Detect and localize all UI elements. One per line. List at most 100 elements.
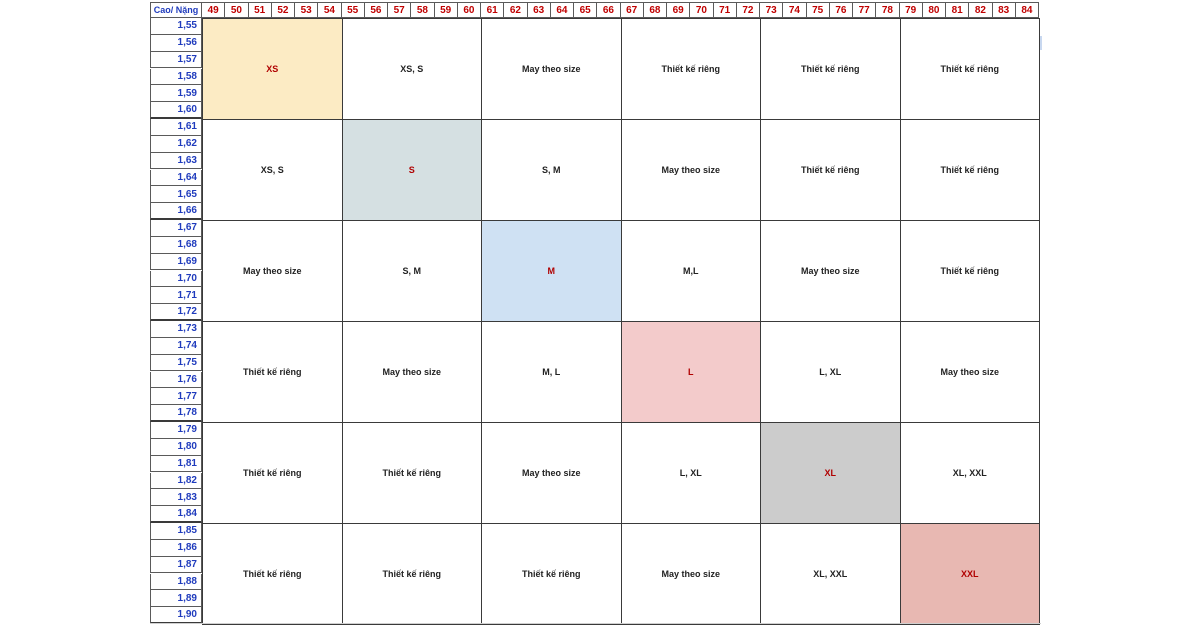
weight-header-cell: 63: [527, 2, 551, 18]
weight-header-cell: 61: [481, 2, 505, 18]
size-option-cell: Thiết kế riêng: [202, 523, 343, 625]
size-option-cell: May theo size: [760, 220, 901, 322]
size-option-cell: May theo size: [899, 321, 1040, 423]
height-header-cell: 1,84: [150, 506, 202, 523]
weight-header-cell: 56: [364, 2, 388, 18]
weight-header-cell: 71: [713, 2, 737, 18]
height-header-cell: 1,86: [150, 539, 202, 557]
height-header-cell: 1,77: [150, 388, 202, 406]
size-option-cell: Thiết kế riêng: [760, 119, 901, 221]
height-header-cell: 1,57: [150, 51, 202, 69]
weight-header-cell: 55: [341, 2, 365, 18]
size-option-cell: May theo size: [341, 321, 482, 423]
size-option-cell: Thiết kế riêng: [481, 523, 622, 625]
size-option-cell: XS, S: [202, 119, 343, 221]
size-option-cell: Thiết kế riêng: [202, 321, 343, 423]
weight-header-cell: 82: [969, 2, 993, 18]
height-header-cell: 1,56: [150, 34, 202, 52]
recommended-size-cell: XS: [202, 18, 343, 120]
weight-header-cell: 64: [550, 2, 574, 18]
weight-header-cell: 62: [504, 2, 528, 18]
height-header-cell: 1,78: [150, 405, 202, 422]
weight-header-cell: 51: [248, 2, 272, 18]
height-header-cell: 1,67: [150, 220, 202, 237]
height-header-cell: 1,71: [150, 287, 202, 305]
height-header-cell: 1,83: [150, 489, 202, 507]
size-option-cell: M, L: [481, 321, 622, 423]
recommended-size-cell: M: [481, 220, 622, 322]
height-header-cell: 1,68: [150, 236, 202, 254]
selection-edge-marker: [1040, 36, 1042, 50]
weight-header-cell: 67: [620, 2, 644, 18]
height-header-cell: 1,90: [150, 607, 202, 624]
weight-header-cell: 59: [434, 2, 458, 18]
height-header-cell: 1,75: [150, 354, 202, 372]
height-header-cell: 1,79: [150, 422, 202, 439]
corner-header: Cao/ Nặng: [150, 2, 202, 18]
size-option-cell: May theo size: [481, 18, 622, 120]
recommended-size-cell: L: [620, 321, 761, 423]
height-header-cell: 1,85: [150, 523, 202, 540]
weight-header-cell: 53: [295, 2, 319, 18]
size-option-cell: Thiết kế riêng: [899, 220, 1040, 322]
size-option-cell: S, M: [341, 220, 482, 322]
weight-header-cell: 75: [806, 2, 830, 18]
weight-header-cell: 73: [760, 2, 784, 18]
sheet-bottom-line: [150, 623, 1041, 624]
size-option-cell: May theo size: [620, 523, 761, 625]
height-header-cell: 1,65: [150, 186, 202, 204]
height-header-cell: 1,87: [150, 556, 202, 574]
weight-header-cell: 65: [574, 2, 598, 18]
size-option-cell: Thiết kế riêng: [620, 18, 761, 120]
weight-header-cell: 83: [992, 2, 1016, 18]
size-option-cell: Thiết kế riêng: [760, 18, 901, 120]
height-header-cell: 1,73: [150, 321, 202, 338]
size-option-cell: May theo size: [620, 119, 761, 221]
height-header-cell: 1,66: [150, 203, 202, 220]
weight-header-cell: 52: [271, 2, 295, 18]
weight-header-cell: 72: [736, 2, 760, 18]
weight-header-cell: 77: [853, 2, 877, 18]
size-option-cell: L, XL: [760, 321, 901, 423]
height-header-cell: 1,61: [150, 119, 202, 136]
weight-header-cell: 84: [1015, 2, 1039, 18]
size-option-cell: Thiết kế riêng: [202, 422, 343, 524]
recommended-size-cell: XL: [760, 422, 901, 524]
weight-header-cell: 66: [597, 2, 621, 18]
weight-header-cell: 76: [829, 2, 853, 18]
size-option-cell: Thiết kế riêng: [341, 523, 482, 625]
height-header-cell: 1,69: [150, 253, 202, 271]
size-option-cell: Thiết kế riêng: [899, 119, 1040, 221]
height-header-cell: 1,81: [150, 455, 202, 473]
weight-header-cell: 68: [643, 2, 667, 18]
weight-header-cell: 78: [876, 2, 900, 18]
size-option-cell: XL, XXL: [760, 523, 901, 625]
weight-header-cell: 50: [225, 2, 249, 18]
height-header-cell: 1,82: [150, 472, 202, 490]
weight-header-cell: 58: [411, 2, 435, 18]
height-header-cell: 1,70: [150, 270, 202, 288]
size-option-cell: XL, XXL: [899, 422, 1040, 524]
size-option-cell: L, XL: [620, 422, 761, 524]
weight-header-cell: 74: [783, 2, 807, 18]
height-header-cell: 1,88: [150, 573, 202, 591]
weight-header-cell: 80: [922, 2, 946, 18]
size-option-cell: Thiết kế riêng: [341, 422, 482, 524]
size-option-cell: May theo size: [481, 422, 622, 524]
size-option-cell: XS, S: [341, 18, 482, 120]
height-header-cell: 1,89: [150, 590, 202, 608]
height-header-cell: 1,60: [150, 102, 202, 119]
height-header-cell: 1,63: [150, 152, 202, 170]
height-header-cell: 1,55: [150, 18, 202, 35]
size-option-cell: S, M: [481, 119, 622, 221]
height-header-cell: 1,58: [150, 68, 202, 86]
height-header-cell: 1,80: [150, 438, 202, 456]
weight-header-cell: 60: [457, 2, 481, 18]
weight-header-cell: 49: [202, 2, 226, 18]
height-header-cell: 1,72: [150, 304, 202, 321]
recommended-size-cell: S: [341, 119, 482, 221]
height-header-cell: 1,62: [150, 135, 202, 153]
height-header-cell: 1,74: [150, 337, 202, 355]
weight-header-cell: 54: [318, 2, 342, 18]
